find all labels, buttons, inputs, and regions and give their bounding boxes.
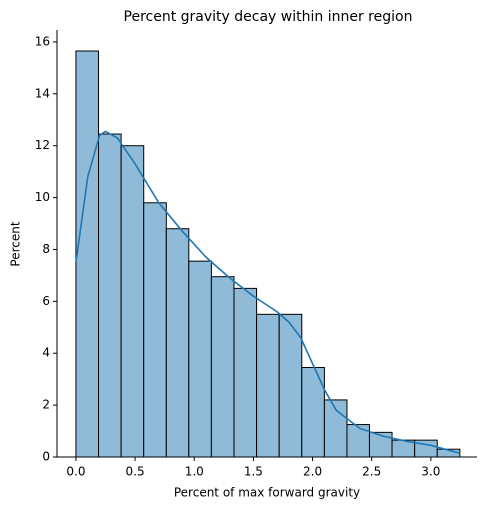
y-tick-label: 4 — [42, 346, 50, 360]
y-axis-label: Percent — [9, 221, 23, 266]
bar — [188, 260, 212, 458]
bar — [165, 228, 190, 458]
kde-line — [75, 130, 461, 454]
bar — [233, 287, 258, 458]
bar — [346, 424, 370, 458]
y-tick-label: 6 — [42, 294, 50, 308]
bar — [210, 276, 235, 458]
bar — [98, 133, 122, 458]
x-tick-label: 0.5 — [126, 465, 145, 479]
x-tick-label: 3.0 — [421, 465, 440, 479]
y-tick-label: 16 — [35, 34, 50, 48]
x-tick-label: 1.5 — [244, 465, 263, 479]
x-tick-label: 1.0 — [185, 465, 204, 479]
y-tick-label: 12 — [35, 138, 50, 152]
x-tick-label: 0.0 — [66, 465, 85, 479]
bar — [143, 202, 167, 458]
y-tick-label: 8 — [42, 242, 50, 256]
y-tick-label: 14 — [35, 86, 50, 100]
y-tick-label: 10 — [35, 190, 50, 204]
bar — [256, 313, 280, 458]
bar — [120, 145, 145, 458]
x-tick-label: 2.5 — [362, 465, 381, 479]
x-tick-label: 2.0 — [303, 465, 322, 479]
y-tick-label: 0 — [42, 450, 50, 464]
bar — [75, 50, 100, 458]
y-tick-label: 2 — [42, 398, 50, 412]
chart-title: Percent gravity decay within inner regio… — [124, 9, 413, 25]
x-axis-label: Percent of max forward gravity — [174, 486, 360, 500]
